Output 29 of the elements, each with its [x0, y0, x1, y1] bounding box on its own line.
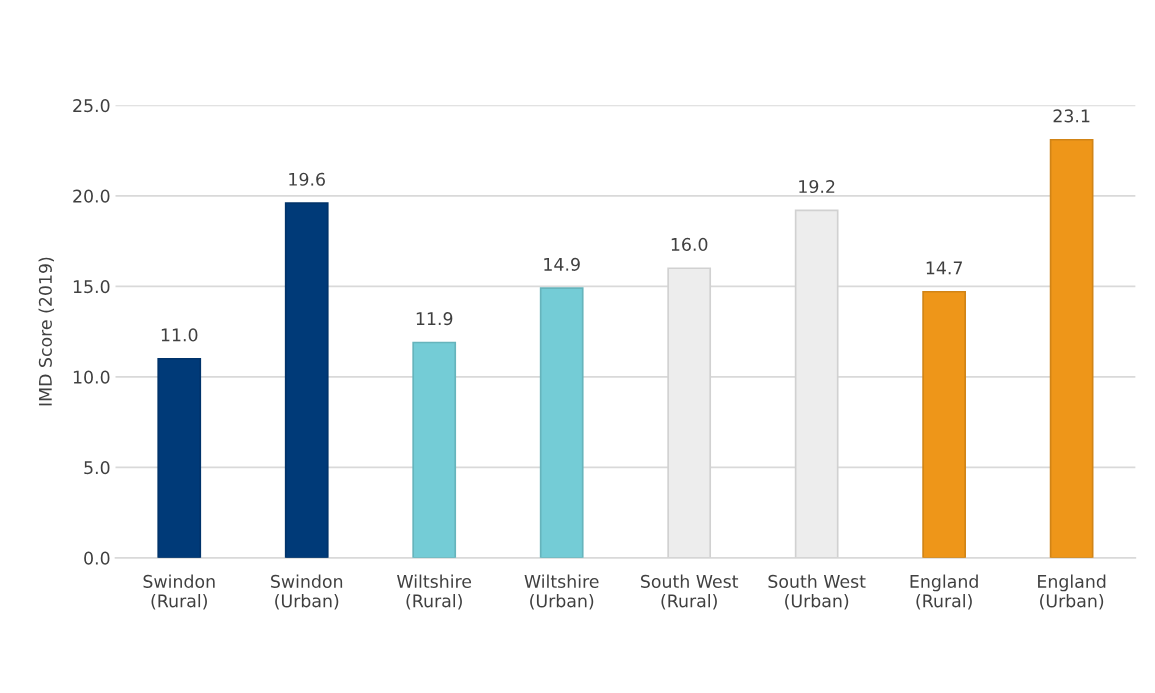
- y-axis-title: IMD Score (2019): [38, 257, 54, 406]
- bar: [412, 341, 457, 558]
- data-label: 11.0: [161, 328, 198, 342]
- bar: [539, 287, 584, 558]
- y-tick-label: 10.0: [73, 370, 110, 384]
- bar: [922, 290, 967, 558]
- y-tick-label: 15.0: [73, 280, 110, 294]
- bar: [1049, 138, 1094, 558]
- bar: [284, 202, 329, 558]
- data-label: 19.2: [799, 179, 835, 194]
- data-label: 19.6: [289, 172, 325, 186]
- y-tick-label: 25.0: [73, 99, 110, 113]
- x-tick-label: Wiltshire (Urban): [524, 574, 599, 610]
- data-label: 14.7: [926, 261, 962, 275]
- y-tick-label: 5.0: [84, 461, 110, 475]
- x-tick-label: Swindon (Rural): [143, 574, 215, 610]
- x-tick-label: England (Rural): [910, 574, 978, 610]
- bar: [157, 357, 202, 558]
- data-label: 23.1: [1053, 109, 1090, 123]
- data-label: 16.0: [671, 237, 708, 251]
- data-label: 14.9: [544, 257, 580, 271]
- x-tick-label: Wiltshire (Rural): [397, 574, 472, 610]
- x-tick-label: Swindon (Urban): [271, 574, 343, 610]
- data-label: 11.9: [416, 312, 453, 326]
- y-tick-label: 0.0: [84, 551, 110, 565]
- x-tick-label: England (Urban): [1038, 574, 1106, 610]
- x-tick-label: South West (Urban): [768, 574, 866, 610]
- x-tick-label: South West (Rural): [640, 574, 739, 610]
- y-tick-label: 20.0: [73, 189, 110, 203]
